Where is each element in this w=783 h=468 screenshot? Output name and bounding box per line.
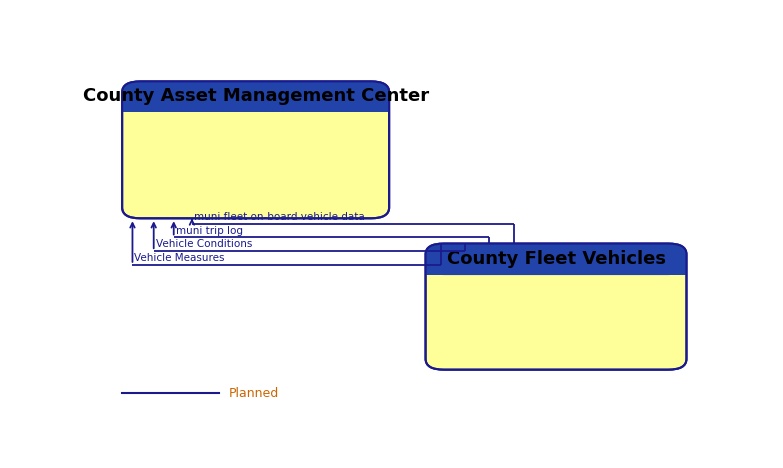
Text: muni trip log: muni trip log [175, 226, 243, 235]
Text: County Fleet Vehicles: County Fleet Vehicles [446, 250, 666, 268]
Bar [122, 95, 389, 111]
Text: muni fleet on-board vehicle data: muni fleet on-board vehicle data [193, 212, 365, 222]
FancyBboxPatch shape [426, 243, 687, 370]
Bar [426, 258, 687, 275]
Text: Vehicle Conditions: Vehicle Conditions [156, 239, 252, 249]
Text: Planned: Planned [229, 387, 279, 400]
FancyBboxPatch shape [122, 81, 389, 111]
Text: County Asset Management Center: County Asset Management Center [82, 88, 429, 105]
Text: Vehicle Measures: Vehicle Measures [135, 253, 225, 263]
FancyBboxPatch shape [426, 243, 687, 275]
FancyBboxPatch shape [122, 81, 389, 218]
